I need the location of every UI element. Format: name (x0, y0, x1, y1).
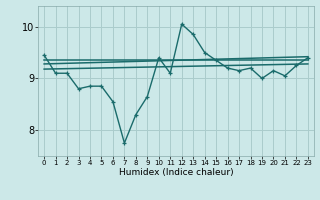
X-axis label: Humidex (Indice chaleur): Humidex (Indice chaleur) (119, 168, 233, 177)
